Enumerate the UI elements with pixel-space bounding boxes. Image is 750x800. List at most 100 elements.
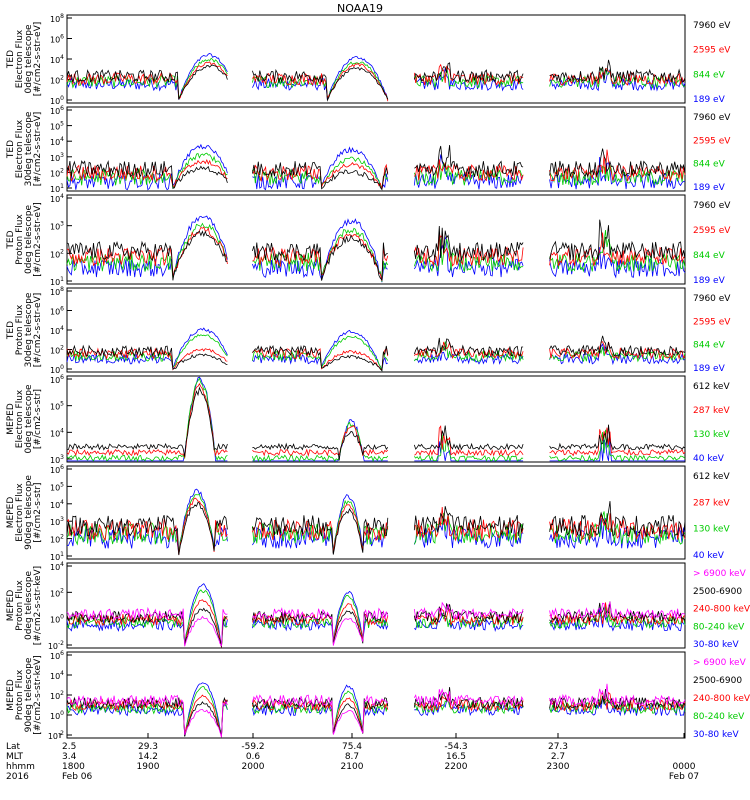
y-tick-label: 101 — [50, 276, 64, 287]
y-axis-label: TED — [6, 140, 16, 159]
x-tick-label: 0000 — [673, 762, 696, 772]
y-tick-label: 108 — [50, 286, 64, 297]
y-axis-label: Proton Flux — [15, 669, 25, 720]
y-axis-label: [#/cm2-s-str] — [33, 389, 43, 449]
panel-frame — [66, 465, 686, 560]
x-tick-label: 75.4 — [342, 742, 362, 752]
y-axis-label: Proton Flux — [15, 304, 25, 355]
legend-entry: 612 keV — [693, 382, 730, 392]
x-row-label: Lat — [6, 742, 21, 752]
y-axis-label: MEPED — [6, 497, 16, 529]
x-tick-label: 16.5 — [446, 752, 466, 762]
panel-7: 10-2 100 102 104 MEPED Proton Flux 0deg telesc… — [6, 561, 750, 651]
x-tick-label: 0.6 — [246, 752, 261, 762]
series-green — [66, 152, 686, 190]
y-tick-label: 106 — [50, 34, 64, 45]
x-tick-label: -59.2 — [241, 742, 264, 752]
legend-entry: 80-240 keV — [693, 622, 745, 632]
series-black — [66, 59, 686, 102]
legend-entry: 844 eV — [693, 70, 726, 80]
x-tick-label: 3.4 — [62, 752, 77, 762]
legend-entry: 7960 eV — [693, 21, 731, 31]
y-tick-label: 106 — [50, 105, 64, 116]
y-tick-label: 101 — [50, 183, 64, 194]
panel-frame — [66, 651, 686, 739]
y-tick-label: 101 — [50, 551, 64, 562]
y-tick-label: 103 — [50, 152, 64, 163]
y-tick-label: 100 — [50, 95, 64, 106]
y-axis-label: [#/cm2-s-str-eV] — [33, 202, 43, 277]
legend-entry: 2500-6900 — [693, 676, 742, 686]
series-black — [67, 386, 686, 461]
x-tick-label: 14.2 — [138, 752, 158, 762]
legend-entry: 189 eV — [693, 276, 726, 286]
series-green — [66, 494, 686, 554]
legend-entry: 844 eV — [693, 160, 726, 170]
series-red — [66, 61, 686, 102]
y-axis-label: 0deg telescope — [24, 205, 34, 275]
y-axis-label: [#/cm2-s-str] — [33, 482, 43, 542]
legend-entry: 287 keV — [693, 498, 730, 508]
legend-entry: 2595 eV — [693, 317, 731, 327]
legend-entry: 7960 eV — [693, 201, 731, 211]
legend-entry: 189 eV — [693, 95, 726, 105]
panel-frame — [66, 375, 686, 463]
x-tick-label: 1800 — [62, 762, 85, 772]
series-black — [66, 144, 686, 191]
x-tick-label: 8.7 — [345, 752, 359, 762]
y-axis-label: [#/cm2-s-str-eV] — [33, 22, 43, 97]
y-axis-label: MEPED — [6, 679, 16, 711]
series-green — [66, 222, 686, 282]
y-axis-label: [#/cm2-s-str-eV] — [33, 293, 43, 368]
y-axis-label: Proton Flux — [15, 214, 25, 265]
series-red — [66, 382, 686, 459]
panel-8: 10-2 100 102 104 106 MEPED Proton Flux 90deg te… — [6, 650, 750, 741]
y-tick-label: 103 — [50, 221, 64, 232]
y-tick-label: 106 — [50, 650, 64, 661]
y-axis-label: MEPED — [6, 590, 16, 622]
y-axis-label: 30deg telescope — [24, 111, 34, 186]
legend-entry: 40 keV — [693, 551, 725, 561]
legend-entry: 240-800 keV — [693, 605, 750, 615]
series-blue — [66, 682, 686, 737]
y-tick-label: 108 — [50, 13, 64, 24]
series-black — [66, 219, 686, 281]
y-axis-label: 0deg telescope — [24, 384, 34, 454]
y-tick-label: 100 — [50, 364, 64, 375]
y-axis-label: 90deg telescope — [24, 475, 34, 550]
y-tick-label: 102 — [50, 345, 64, 356]
legend-entry: 40 keV — [693, 454, 725, 464]
series-blue — [66, 143, 686, 191]
y-tick-label: 105 — [50, 481, 64, 492]
panel-5: 103 104 105 106 MEPED Electron Flux 0deg teles… — [6, 374, 730, 465]
y-axis-label: 0deg telescope — [24, 24, 34, 94]
y-tick-label: 105 — [50, 121, 64, 132]
panel-3: 101 102 103 104 TED Proton Flux 0deg telescope… — [6, 193, 731, 287]
x-tick-label: 2.7 — [551, 752, 565, 762]
y-axis-label: 90deg telescope — [24, 657, 34, 732]
x-tick-label: 2000 — [242, 762, 265, 772]
x-row-label: 2016 — [6, 772, 29, 782]
series-blue — [67, 376, 685, 462]
y-tick-label: 104 — [50, 325, 64, 336]
x-tick-label: Feb 07 — [669, 772, 699, 782]
y-tick-label: 10-2 — [48, 640, 64, 651]
legend-entry: 844 eV — [693, 341, 726, 351]
y-tick-label: 103 — [50, 454, 64, 465]
y-axis-label: 0deg telescope — [24, 571, 34, 641]
y-axis-label: TED — [6, 321, 16, 340]
legend-entry: 240-800 keV — [693, 694, 750, 704]
series-red — [66, 341, 686, 371]
legend-entry: 30-80 keV — [693, 640, 739, 650]
y-tick-label: 104 — [50, 193, 64, 204]
y-axis-label: [#/cm2-s-str-eV] — [33, 112, 43, 187]
legend-entry: 287 keV — [693, 406, 730, 416]
legend-entry: 2595 eV — [693, 136, 731, 146]
legend-entry: 30-80 keV — [693, 730, 739, 740]
y-axis-label: [#/cm2-s-str-keV] — [33, 655, 43, 734]
series-black — [66, 687, 686, 737]
series-blue — [66, 215, 686, 283]
y-tick-label: 104 — [50, 136, 64, 147]
series-blue — [66, 583, 686, 646]
